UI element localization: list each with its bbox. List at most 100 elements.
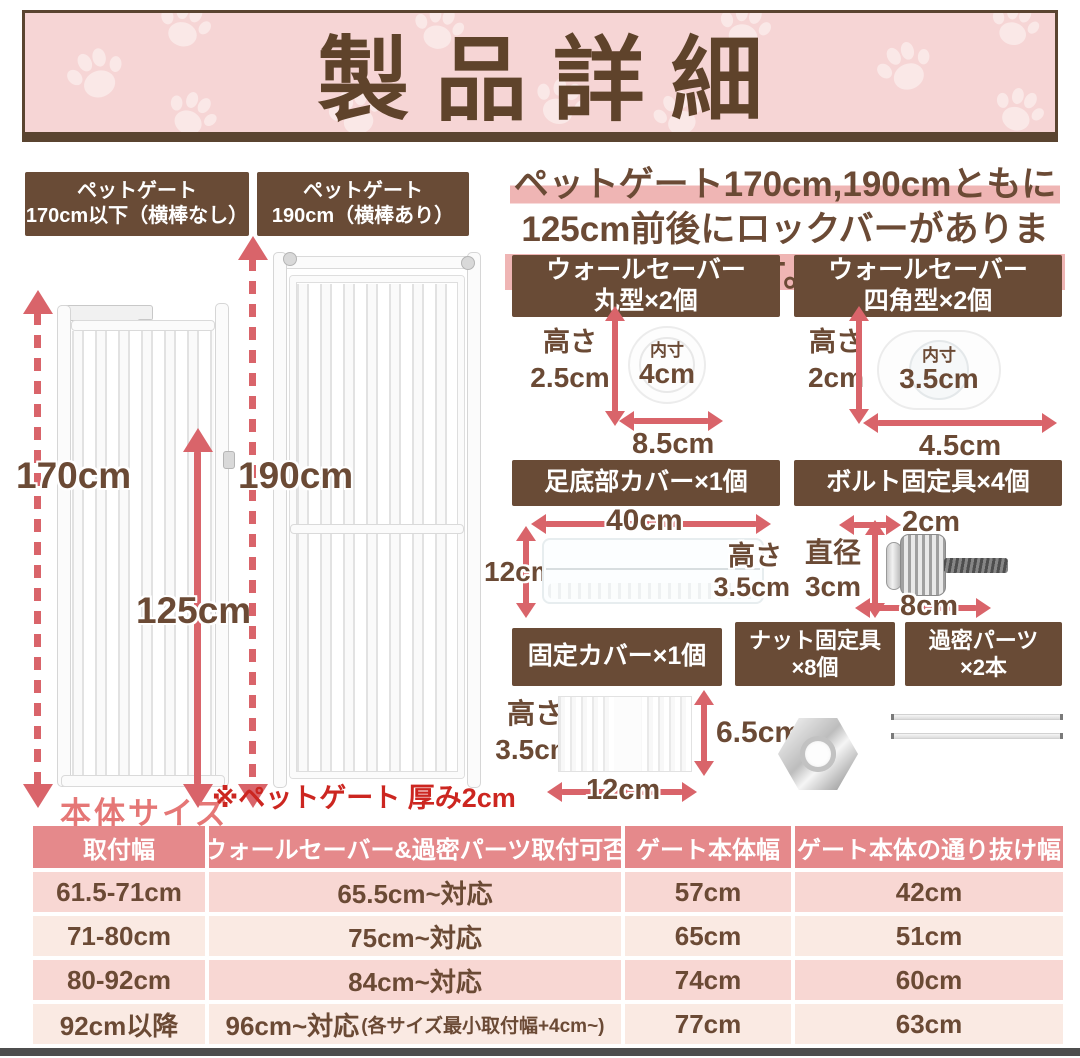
lockbar-note: ペットゲート170cm,190cmともに 125cm前後にロックバーがあります。 xyxy=(505,162,1065,297)
nut-header: ナット固定具 ×8個 xyxy=(735,622,895,686)
gate-top-rail xyxy=(275,256,479,269)
gate-crossbar xyxy=(290,524,464,534)
table-cell: 60cm xyxy=(795,960,1063,1000)
foot-cover-header: 足底部カバー×1個 xyxy=(512,460,780,506)
gate-190-label: ペットゲート 190cm（横棒あり） xyxy=(257,172,469,236)
gate-post xyxy=(57,305,71,787)
fix-cover-title: 固定カバー×1個 xyxy=(527,642,707,671)
foot-cover-title: 足底部カバー×1個 xyxy=(544,468,748,497)
lockbar-arrow-125 xyxy=(194,450,201,786)
table-cell: 65.5cm~対応 xyxy=(209,872,621,912)
round-saver-header: ウォールセーバー 丸型×2個 xyxy=(512,255,780,317)
height-arrow-190 xyxy=(249,258,256,786)
square-saver-inner-value: 3.5cm xyxy=(899,363,979,394)
dense-part-rod xyxy=(891,733,1063,739)
bolt-knob xyxy=(900,534,946,596)
square-saver-inner-label: 内寸 xyxy=(922,346,956,365)
gate-top-rail xyxy=(71,320,215,331)
bottom-divider xyxy=(0,1048,1080,1056)
square-saver-title-line2: 四角型×2個 xyxy=(863,287,993,315)
gate-spring-bolt xyxy=(461,256,475,270)
gate-190-height-value: 190cm xyxy=(238,455,354,496)
round-saver-width-arrow xyxy=(632,418,710,424)
pet-gate-170-illustration xyxy=(57,303,235,787)
bolt-title: ボルト固定具×4個 xyxy=(826,468,1030,497)
gate-190-label-line2: 190cm（横棒あり） xyxy=(271,205,455,227)
table-cell-note: (各サイズ最小取付幅+4cm~) xyxy=(361,1015,605,1037)
dense-parts-title-line1: 過密パーツ xyxy=(928,627,1039,653)
gate-post xyxy=(273,252,287,788)
spec-table-header: 取付幅 xyxy=(33,826,205,868)
gate-wall-fitting xyxy=(223,451,235,469)
foot-cover-width-value: 40cm xyxy=(606,504,683,537)
gate-spring-bolt xyxy=(283,252,297,266)
table-cell: 63cm xyxy=(795,1004,1063,1044)
bolt-diameter-label: 直径 3cm xyxy=(804,537,862,602)
pet-gate-190-illustration xyxy=(273,252,481,788)
height-arrow-170 xyxy=(34,312,41,786)
spec-table: 取付幅 ウォールセーバー&過密パーツ取付可否 ゲート本体幅 ゲート本体の通り抜け… xyxy=(33,826,1063,1044)
square-saver-title-line1: ウォールセーバー xyxy=(828,255,1028,284)
round-saver-image: 内寸 4cm xyxy=(628,326,706,404)
table-cell: 51cm xyxy=(795,916,1063,956)
gate-170-label-line2: 170cm以下（横棒なし） xyxy=(25,205,249,227)
spec-table-header: ウォールセーバー&過密パーツ取付可否 xyxy=(203,826,627,868)
table-cell-main: 96cm~対応 xyxy=(225,1010,360,1041)
fix-cover-width-value: 12cm xyxy=(586,774,661,806)
fix-cover-side-arrow xyxy=(701,702,707,764)
round-saver-title-line1: ウォールセーバー xyxy=(546,255,746,284)
table-cell: 80-92cm xyxy=(33,960,205,1000)
dense-parts-header: 過密パーツ ×2本 xyxy=(905,622,1062,686)
table-cell: 57cm xyxy=(625,872,791,912)
fix-cover-image xyxy=(558,696,692,772)
square-saver-header: ウォールセーバー 四角型×2個 xyxy=(794,255,1062,317)
table-cell: 74cm xyxy=(625,960,791,1000)
dense-parts-title-line2: ×2本 xyxy=(959,655,1008,680)
lockbar-height-value: 125cm xyxy=(136,590,252,631)
nut-title-line2: ×8個 xyxy=(791,655,839,680)
table-cell: 77cm xyxy=(625,1004,791,1044)
spec-table-header: ゲート本体幅 xyxy=(625,826,791,868)
table-cell: 75cm~対応 xyxy=(209,916,621,956)
bolt-header: ボルト固定具×4個 xyxy=(794,460,1062,506)
round-saver-height-arrow xyxy=(612,318,618,414)
nut-title-line1: ナット固定具 xyxy=(748,627,881,653)
gate-170-label: ペットゲート 170cm以下（横棒なし） xyxy=(25,172,249,236)
gate-post xyxy=(215,303,229,787)
page-title: 製品詳細 xyxy=(317,30,789,132)
gate-170-height-value: 170cm xyxy=(16,455,132,496)
square-saver-height-arrow xyxy=(856,318,862,412)
bolt-head-width-value: 2cm xyxy=(902,506,961,538)
gate-post xyxy=(467,252,481,788)
table-cell: 71-80cm xyxy=(33,916,205,956)
lockbar-note-line1: ペットゲート170cm,190cmともに xyxy=(509,162,1061,207)
round-saver-height-label: 高さ 2.5cm xyxy=(530,327,610,393)
square-saver-width-arrow xyxy=(876,420,1044,426)
fix-cover-header: 固定カバー×1個 xyxy=(512,628,722,686)
gate-170-label-line1: ペットゲート xyxy=(77,180,197,202)
thickness-note: ※ペットゲート 厚み2cm xyxy=(212,783,516,813)
title-banner: 製品詳細 xyxy=(22,10,1058,142)
dense-part-rod xyxy=(891,714,1063,720)
round-saver-width-value: 8.5cm xyxy=(632,428,715,460)
bolt-diameter-arrow xyxy=(872,532,878,606)
table-cell: 42cm xyxy=(795,872,1063,912)
table-cell: 84cm~対応 xyxy=(209,960,621,1000)
gate-bars xyxy=(72,331,214,775)
gate-190-label-line1: ペットゲート xyxy=(303,180,423,202)
table-cell: 96cm~対応 (各サイズ最小取付幅+4cm~) xyxy=(209,1004,621,1044)
fix-cover-width-arrow xyxy=(560,789,684,795)
spec-table-header: ゲート本体の通り抜け幅 xyxy=(795,826,1063,868)
square-saver-height-label: 高さ 2cm xyxy=(807,327,865,393)
bolt-threaded-rod xyxy=(944,558,1008,573)
bolt-length-arrow xyxy=(868,605,978,611)
foot-cover-width-arrow xyxy=(544,521,758,527)
foot-cover-image xyxy=(542,538,764,604)
table-cell: 61.5-71cm xyxy=(33,872,205,912)
body-size-label: 本体サイズ xyxy=(60,796,230,831)
round-saver-inner-value: 4cm xyxy=(638,358,696,389)
foot-cover-height-label: 高さ 3.5cm xyxy=(713,541,790,602)
round-saver-inner-label: 内寸 xyxy=(650,341,684,360)
table-cell: 92cm以降 xyxy=(33,1004,205,1044)
